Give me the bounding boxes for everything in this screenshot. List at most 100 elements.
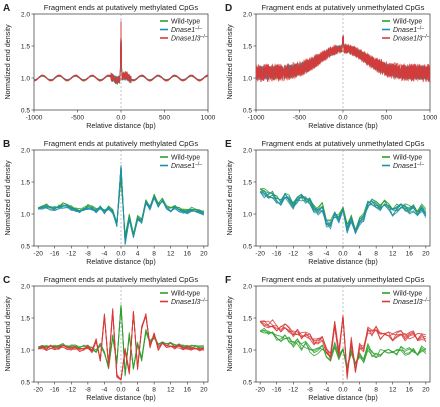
x-axis-label: Relative distance (bp): [86, 257, 156, 266]
x-tick-label: -4: [101, 387, 107, 394]
chart-title: Fragment ends at putatively methylated C…: [44, 139, 199, 148]
x-tick-label: -12: [67, 251, 77, 258]
panel-a: A Fragment ends at putatively methylated …: [3, 3, 216, 130]
legend-superscript: –/–: [417, 162, 424, 168]
x-tick-label: -4: [101, 251, 107, 258]
legend-superscript: –/–: [417, 26, 424, 32]
x-axis-label: Relative distance (bp): [308, 393, 378, 402]
y-tick-label: 1.0: [21, 75, 30, 82]
y-tick-label: 1.5: [243, 43, 252, 50]
x-tick-label: 0.0: [116, 115, 125, 122]
x-tick-label: -20: [255, 387, 265, 394]
y-axis-label: Normalized end density: [225, 24, 234, 100]
series-line-dnase1l3: [260, 315, 426, 375]
y-tick-label: 2.0: [243, 283, 252, 290]
x-tick-label: -16: [272, 251, 282, 258]
legend-superscript: –/–: [195, 162, 202, 168]
series-line-dnase1l3: [34, 23, 208, 82]
y-tick-label: 2.0: [243, 11, 252, 18]
y-axis-label: Normalized end density: [3, 24, 12, 100]
x-tick-label: 0.0: [338, 387, 347, 394]
legend-label: Dnase1–/–: [393, 26, 424, 35]
x-tick-label: 8: [152, 251, 156, 258]
y-tick-label: 0.5: [243, 107, 252, 114]
chart-title: Fragment ends at putatively unmethylated…: [262, 139, 425, 148]
legend-label: Dnase1l3–/–: [171, 34, 208, 43]
y-tick-label: 2.0: [243, 147, 252, 154]
legend-label: Dnase1–/–: [393, 162, 424, 171]
x-tick-label: 0.0: [116, 251, 125, 258]
series-line-dnase1l3: [38, 308, 205, 380]
panel-label: F: [225, 275, 231, 286]
x-tick-label: 1000: [423, 115, 438, 122]
y-tick-label: 1.5: [243, 315, 252, 322]
x-axis-label: Relative distance (bp): [86, 121, 156, 130]
panel-d: D Fragment ends at putatively unmethylate…: [225, 3, 438, 130]
panel-e: E Fragment ends at putatively unmethylate…: [225, 139, 431, 266]
x-tick-label: 0.0: [116, 387, 125, 394]
x-tick-label: -500: [71, 115, 85, 122]
panel-label: D: [225, 3, 232, 14]
x-axis-label: Relative distance (bp): [308, 121, 378, 130]
series-group: [259, 188, 427, 235]
panel-label: E: [225, 139, 232, 150]
chart-title: Fragment ends at putatively unmethylated…: [262, 275, 425, 284]
x-tick-label: 16: [184, 387, 192, 394]
y-tick-label: 0.5: [21, 379, 30, 386]
y-axis-label: Normalized end density: [3, 296, 12, 372]
chart-title: Fragment ends at putatively methylated C…: [44, 3, 199, 12]
y-tick-label: 2.0: [21, 147, 30, 154]
x-tick-label: 16: [184, 251, 192, 258]
x-tick-label: 20: [200, 387, 208, 394]
x-tick-label: 4: [136, 251, 140, 258]
legend-label: Dnase1–/–: [171, 26, 202, 35]
series-group: [34, 19, 208, 85]
x-tick-label: -4: [323, 251, 329, 258]
x-tick-label: 1000: [201, 115, 216, 122]
chart-title: Fragment ends at putatively methylated C…: [44, 275, 199, 284]
series-line-dnase1: [38, 165, 205, 244]
y-tick-label: 1.0: [243, 347, 252, 354]
y-tick-label: 1.5: [21, 43, 30, 50]
legend-superscript: –/–: [423, 34, 430, 40]
y-tick-label: 1.0: [21, 347, 30, 354]
x-tick-label: 4: [358, 251, 362, 258]
x-tick-label: 4: [358, 387, 362, 394]
legend-label: Wild-type: [171, 291, 200, 298]
x-axis-label: Relative distance (bp): [86, 393, 156, 402]
x-tick-label: -16: [50, 387, 60, 394]
y-axis-label: Normalized end density: [225, 296, 234, 372]
y-tick-label: 1.5: [21, 179, 30, 186]
x-tick-label: 16: [406, 251, 414, 258]
legend-superscript: –/–: [201, 34, 208, 40]
legend-superscript: –/–: [423, 298, 430, 304]
series-group: [37, 165, 205, 245]
series-group: [256, 34, 430, 83]
legend-label: Dnase1l3–/–: [171, 298, 208, 307]
x-tick-label: 20: [200, 251, 208, 258]
x-tick-label: 12: [167, 387, 175, 394]
legend-label: Dnase1l3–/–: [393, 34, 430, 43]
x-tick-label: -8: [85, 251, 91, 258]
y-axis-label: Normalized end density: [3, 160, 12, 236]
x-tick-label: 12: [389, 387, 397, 394]
y-tick-label: 1.0: [21, 211, 30, 218]
y-axis-label: Normalized end density: [225, 160, 234, 236]
y-tick-label: 0.5: [21, 107, 30, 114]
legend-label: Wild-type: [171, 19, 200, 26]
legend-label: Wild-type: [393, 19, 422, 26]
y-tick-label: 0.5: [243, 379, 252, 386]
x-tick-label: -20: [255, 251, 265, 258]
legend-label: Wild-type: [171, 155, 200, 162]
legend-superscript: –/–: [195, 26, 202, 32]
x-tick-label: -4: [323, 387, 329, 394]
y-tick-label: 2.0: [21, 283, 30, 290]
x-tick-label: -12: [67, 387, 77, 394]
x-tick-label: -20: [33, 387, 43, 394]
x-tick-label: 12: [389, 251, 397, 258]
x-tick-label: -16: [50, 251, 60, 258]
x-tick-label: 20: [422, 387, 430, 394]
panel-c: C Fragment ends at putatively methylated …: [3, 275, 209, 402]
y-tick-label: 1.0: [243, 211, 252, 218]
